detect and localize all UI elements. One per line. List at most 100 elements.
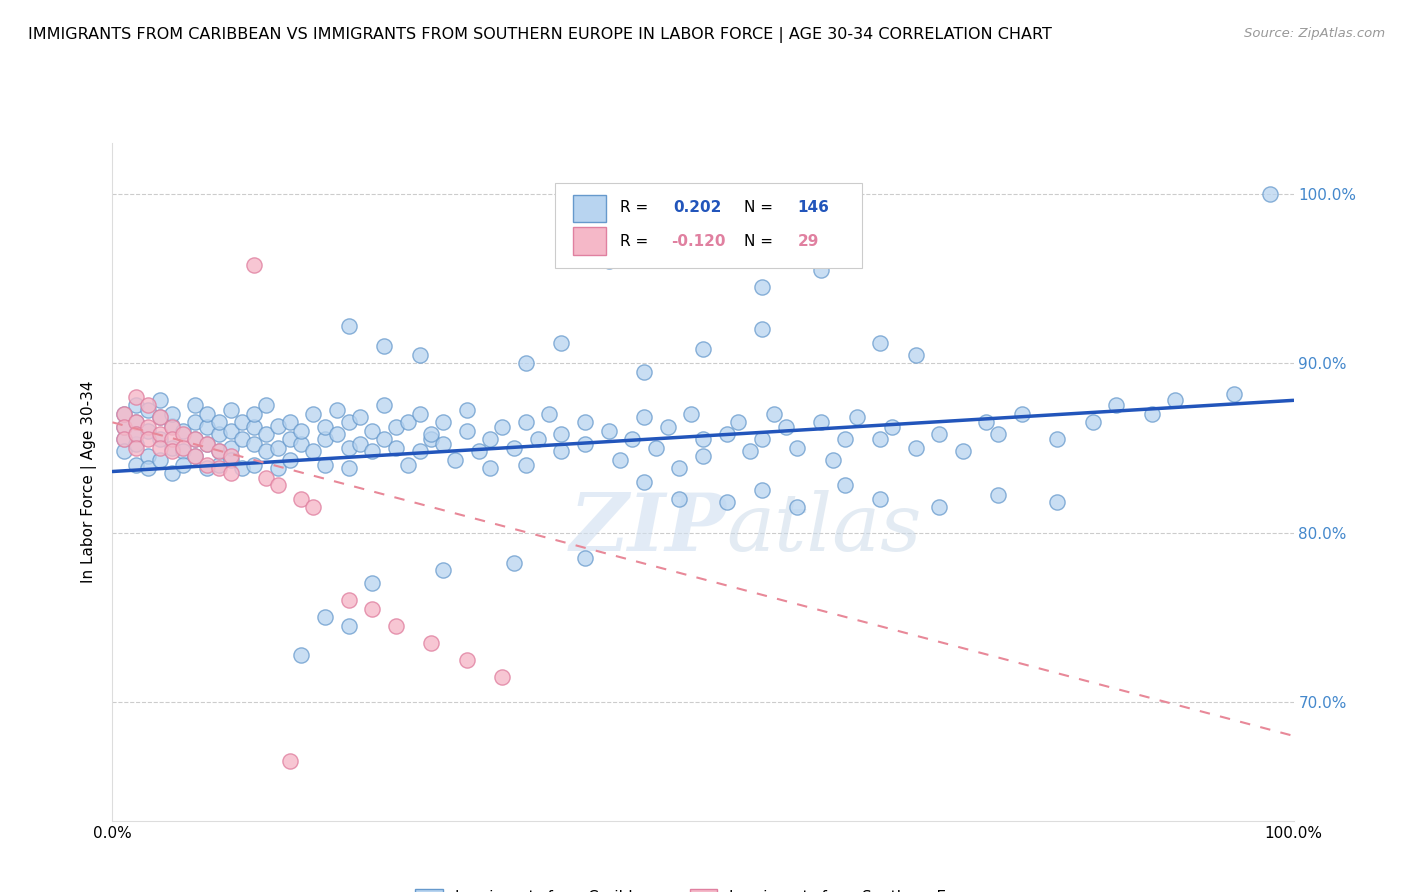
Point	[633, 364, 655, 378]
Point	[880, 420, 903, 434]
Point	[326, 403, 349, 417]
Point	[149, 452, 172, 467]
Point	[160, 444, 183, 458]
Point	[254, 398, 277, 412]
Point	[208, 461, 231, 475]
Point	[149, 433, 172, 447]
Point	[160, 466, 183, 480]
Point	[420, 427, 443, 442]
Point	[125, 441, 148, 455]
Text: -0.120: -0.120	[671, 234, 725, 249]
Point	[254, 427, 277, 442]
Point	[751, 280, 773, 294]
Text: IMMIGRANTS FROM CARIBBEAN VS IMMIGRANTS FROM SOUTHERN EUROPE IN LABOR FORCE | AG: IMMIGRANTS FROM CARIBBEAN VS IMMIGRANTS …	[28, 27, 1052, 43]
Point	[337, 441, 360, 455]
Point	[112, 433, 135, 447]
Point	[385, 420, 408, 434]
Point	[373, 398, 395, 412]
Point	[786, 441, 808, 455]
Point	[231, 461, 253, 475]
Point	[112, 420, 135, 434]
Point	[337, 619, 360, 633]
Point	[149, 410, 172, 425]
Point	[208, 427, 231, 442]
Point	[1140, 407, 1163, 421]
Point	[267, 418, 290, 433]
Point	[136, 420, 159, 434]
Point	[195, 437, 218, 451]
FancyBboxPatch shape	[574, 227, 606, 254]
Point	[290, 648, 312, 662]
Point	[160, 433, 183, 447]
Text: 29: 29	[797, 234, 818, 249]
FancyBboxPatch shape	[555, 184, 862, 268]
Point	[845, 410, 868, 425]
Point	[361, 601, 384, 615]
Point	[254, 471, 277, 485]
Point	[195, 420, 218, 434]
Point	[869, 491, 891, 506]
Point	[184, 415, 207, 429]
Point	[515, 458, 537, 472]
Point	[775, 420, 797, 434]
Point	[267, 441, 290, 455]
Point	[302, 500, 325, 514]
Point	[681, 407, 703, 421]
Point	[727, 415, 749, 429]
Point	[160, 441, 183, 455]
Point	[290, 424, 312, 438]
Point	[149, 441, 172, 455]
Point	[408, 347, 430, 361]
Text: ZIP: ZIP	[569, 491, 727, 568]
Point	[149, 427, 172, 442]
Point	[396, 458, 419, 472]
Point	[302, 444, 325, 458]
Point	[290, 437, 312, 451]
Point	[716, 495, 738, 509]
Point	[195, 458, 218, 472]
Point	[1011, 407, 1033, 421]
Point	[172, 424, 194, 438]
Point	[243, 420, 266, 434]
Point	[751, 322, 773, 336]
Point	[904, 347, 927, 361]
Point	[290, 491, 312, 506]
Point	[1164, 393, 1187, 408]
Point	[385, 619, 408, 633]
Point	[112, 433, 135, 447]
Point	[716, 427, 738, 442]
Point	[786, 500, 808, 514]
Point	[479, 433, 502, 447]
Point	[550, 444, 572, 458]
Point	[373, 433, 395, 447]
Point	[219, 449, 242, 463]
Point	[1223, 386, 1246, 401]
Text: atlas: atlas	[727, 491, 922, 568]
Point	[184, 433, 207, 447]
Point	[503, 441, 526, 455]
Point	[762, 407, 785, 421]
Point	[314, 458, 336, 472]
Point	[267, 478, 290, 492]
Point	[526, 433, 548, 447]
Point	[125, 390, 148, 404]
Point	[598, 254, 620, 268]
Point	[1258, 186, 1281, 201]
Point	[160, 407, 183, 421]
Point	[420, 635, 443, 649]
Point	[195, 461, 218, 475]
Point	[208, 444, 231, 458]
Point	[657, 420, 679, 434]
Point	[574, 550, 596, 565]
Point	[515, 415, 537, 429]
Point	[125, 437, 148, 451]
Point	[740, 444, 762, 458]
Point	[456, 403, 478, 417]
Point	[987, 427, 1010, 442]
Point	[219, 466, 242, 480]
Point	[149, 393, 172, 408]
FancyBboxPatch shape	[574, 195, 606, 222]
Point	[821, 452, 844, 467]
Point	[550, 427, 572, 442]
Point	[172, 444, 194, 458]
